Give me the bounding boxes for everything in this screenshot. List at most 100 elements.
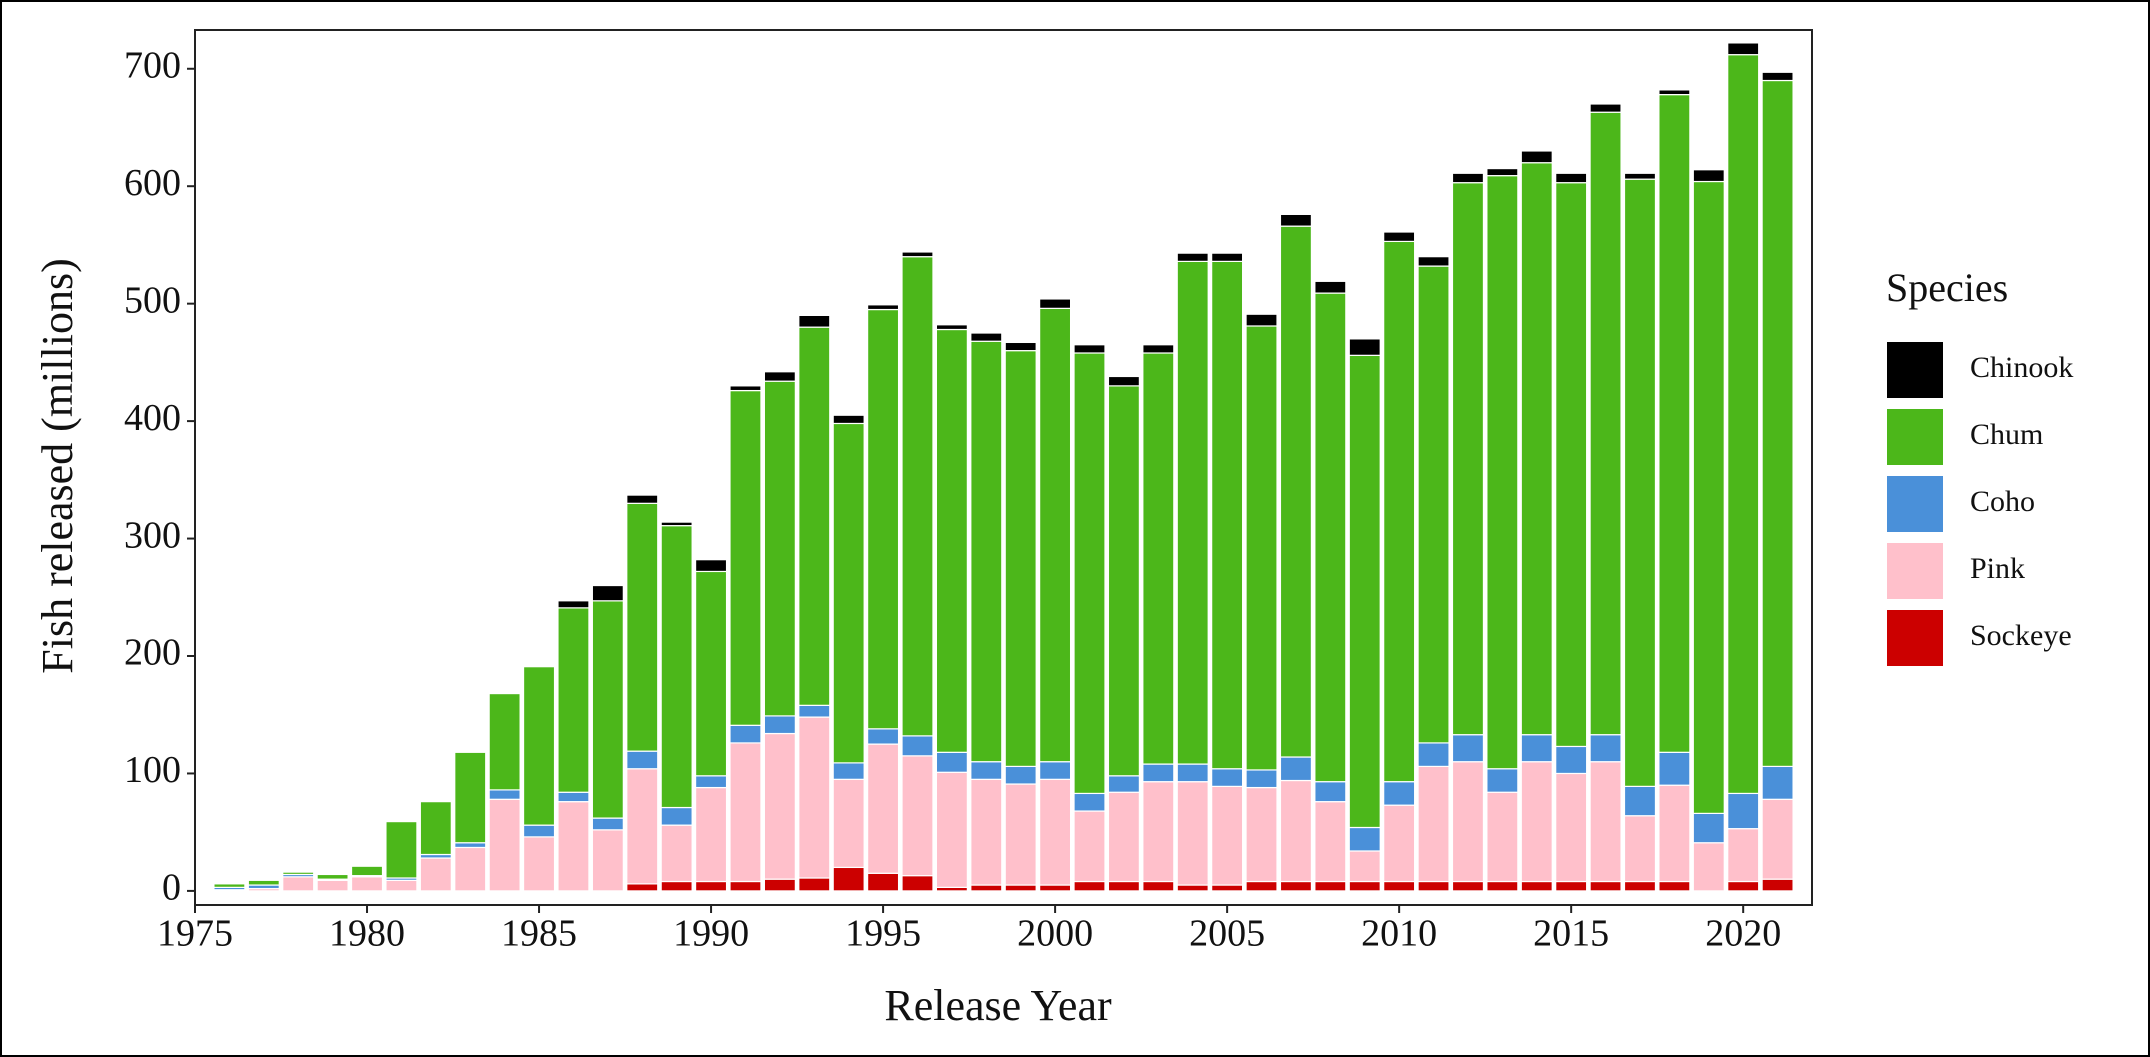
bar-segment <box>1761 878 1794 892</box>
bar-segment <box>1589 111 1622 736</box>
x-tick-label: 2005 <box>1189 913 1265 955</box>
bar-segment <box>1142 781 1175 883</box>
legend-key <box>1885 340 1945 400</box>
legend-title: Species <box>1886 265 2008 310</box>
bar-segment <box>1348 826 1381 852</box>
bar-segment <box>557 801 590 892</box>
bar-segment <box>1555 880 1588 892</box>
bar-segment <box>832 414 865 425</box>
bar-segment <box>1383 880 1416 892</box>
bar-segment <box>626 750 659 770</box>
bar-segment <box>763 371 796 382</box>
bar-segment <box>1383 781 1416 806</box>
bar-segment <box>1451 734 1485 763</box>
bar-segment <box>591 600 624 819</box>
bar-segment <box>1623 785 1657 817</box>
bar-segment <box>694 775 728 789</box>
bar-segment <box>454 751 487 844</box>
bar-segment <box>1348 338 1381 356</box>
bar-segment <box>1623 172 1657 180</box>
bar-segment <box>1279 880 1313 892</box>
bar-segment <box>522 665 556 826</box>
bar-segment <box>867 728 900 745</box>
bar-segment <box>1142 880 1175 892</box>
bar-segment <box>1142 763 1175 783</box>
x-tick-label: 1980 <box>329 913 405 955</box>
bar-segment <box>1314 280 1347 294</box>
bar-segment <box>316 879 349 892</box>
bar-segment <box>1107 775 1140 793</box>
bar-segment <box>626 494 659 504</box>
bar-segment <box>901 256 934 737</box>
x-tick-label: 2015 <box>1533 913 1609 955</box>
bar-segment <box>1486 791 1519 883</box>
bar-segment <box>1486 175 1519 770</box>
bar-segment <box>1039 778 1072 886</box>
bar-segment <box>970 340 1003 763</box>
bar-segment <box>832 778 865 869</box>
bar-segment <box>1245 769 1278 789</box>
x-tick-label: 2000 <box>1017 913 1093 955</box>
bar-segment <box>1211 884 1244 892</box>
bar-segment <box>1004 765 1037 785</box>
bar-segment <box>1245 786 1278 883</box>
x-tick-label: 2020 <box>1705 913 1781 955</box>
y-tick-label: 200 <box>124 632 181 674</box>
bar-segment <box>1107 880 1140 892</box>
bar-segment <box>1520 880 1553 892</box>
bar-segment <box>1417 265 1450 744</box>
bar-segment <box>1451 172 1485 184</box>
bar-segment <box>1107 791 1140 883</box>
legend-label: Coho <box>1970 485 2035 518</box>
x-tick-label: 1985 <box>501 913 577 955</box>
plot-frame <box>194 29 1813 906</box>
bar-segment <box>1211 785 1244 886</box>
bar-segment <box>1383 804 1416 883</box>
bar-segment <box>832 762 865 780</box>
bar-segment <box>1039 884 1072 892</box>
x-tick-label: 1975 <box>157 913 233 955</box>
bar-segment <box>660 525 693 809</box>
bar-segment <box>729 742 762 883</box>
bar-segment <box>1658 784 1691 883</box>
bar-segment <box>1176 763 1209 783</box>
bar-segment <box>660 806 693 826</box>
bar-segment <box>832 422 865 764</box>
bar-segment <box>1589 734 1622 763</box>
bar-segment <box>1107 385 1140 777</box>
bar-segment <box>1589 761 1622 883</box>
bar-segment <box>1176 781 1209 886</box>
bar-segment <box>935 328 968 753</box>
bar-segment <box>1486 768 1519 793</box>
bar-segment <box>1623 815 1657 883</box>
bar-segment <box>1692 180 1725 814</box>
bar-segment <box>660 824 693 883</box>
bar-segment <box>1279 756 1313 782</box>
bar-segment <box>626 883 659 892</box>
bar-segment <box>729 724 762 744</box>
bar-segment <box>454 842 487 849</box>
bar-segment <box>1348 880 1381 892</box>
bar-segment <box>1417 742 1450 768</box>
bar-segment <box>798 326 831 706</box>
legend-label: Sockeye <box>1970 619 2072 652</box>
bar-segment <box>419 801 452 856</box>
bar-segment <box>763 878 796 892</box>
bar-segment <box>557 600 590 609</box>
bar-segment <box>694 786 728 883</box>
bar-segment <box>1279 225 1313 758</box>
bar-segment <box>901 755 934 877</box>
bar-segment <box>1107 375 1140 387</box>
bar-segment <box>1073 352 1106 795</box>
bar-segment <box>1039 298 1072 309</box>
y-axis-title: Fish released (millions) <box>33 258 82 674</box>
x-tick-label: 1990 <box>673 913 749 955</box>
bar-segment <box>1176 884 1209 892</box>
bar-segment <box>867 743 900 874</box>
bar-segment <box>1279 213 1313 227</box>
bar-segment <box>1383 240 1416 783</box>
bar-segment <box>350 876 384 892</box>
bar-segment <box>1004 341 1037 352</box>
bar-segment <box>970 332 1003 342</box>
